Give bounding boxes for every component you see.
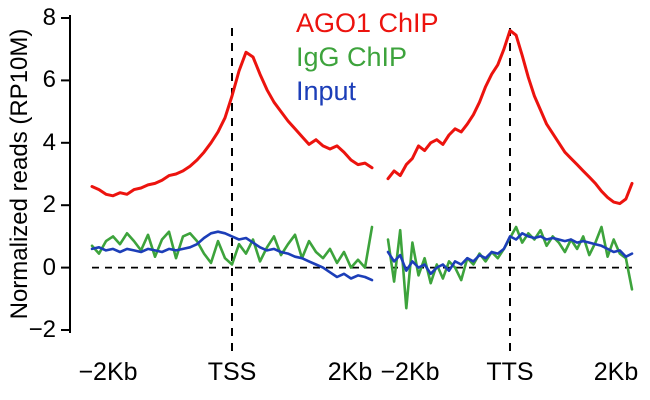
legend-ago1-chip: AGO1 ChIP — [296, 8, 439, 38]
y-tick-label-8: 8 — [42, 4, 56, 31]
x-tick-tss-plus2kb: 2Kb — [327, 358, 373, 386]
y-tick-label-4: 4 — [42, 129, 56, 156]
series-ago1-chip-tss — [90, 50, 374, 198]
y-tick-label-0: 0 — [42, 254, 56, 281]
legend-igg-chip: IgG ChIP — [296, 42, 408, 72]
series-ago1-chip-tts — [386, 29, 634, 206]
legend-input: Input — [296, 76, 357, 106]
y-tick-label-2: 2 — [42, 191, 56, 218]
x-tick-tts: TTS — [486, 358, 534, 386]
x-tick-tss-minus2kb: −2Kb — [78, 358, 138, 386]
y-tick-label-minus2: −2 — [28, 316, 56, 343]
series-input-tss — [90, 230, 374, 282]
x-tick-tts-minus2kb: −2Kb — [380, 358, 440, 386]
x-tick-tss: TSS — [207, 358, 257, 386]
x-tick-tts-plus2kb: 2Kb — [593, 358, 639, 386]
legend: AGO1 ChIP IgG ChIP Input — [296, 6, 439, 108]
y-tick-label-6: 6 — [42, 66, 56, 93]
series-igg-chip-tss — [90, 225, 374, 269]
series-input-tts — [386, 232, 634, 276]
